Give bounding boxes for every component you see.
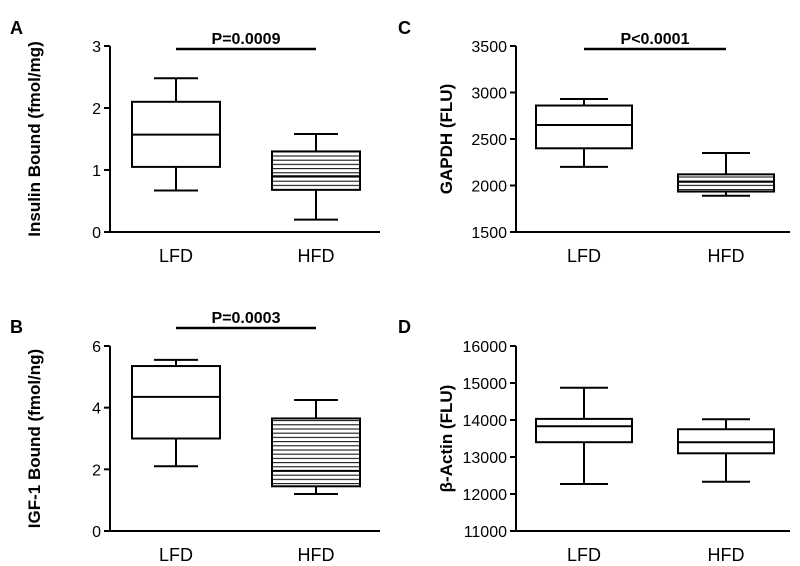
y-tick-label: 14000 xyxy=(463,413,508,430)
panel-letter: A xyxy=(10,18,23,38)
y-tick-label: 0 xyxy=(92,524,101,541)
box-lfd xyxy=(535,98,633,168)
y-tick-label: 12000 xyxy=(463,487,508,504)
iqr-box xyxy=(677,173,775,193)
iqr-box xyxy=(131,365,221,440)
x-category-label: LFD xyxy=(159,246,193,266)
y-tick-label: 15000 xyxy=(463,376,508,393)
y-tick-label: 1 xyxy=(92,163,101,180)
x-category-label: HFD xyxy=(708,246,745,266)
box-hfd xyxy=(677,151,775,197)
y-tick-label: 16000 xyxy=(463,339,508,356)
y-tick-label: 1500 xyxy=(471,225,507,242)
y-axis-label: GAPDH (FLU) xyxy=(437,84,456,194)
y-axis-label: β-Actin (FLU) xyxy=(437,385,456,493)
y-tick-label: 4 xyxy=(92,401,101,418)
y-tick-label: 2 xyxy=(92,462,101,479)
box-lfd xyxy=(131,77,221,192)
y-tick-label: 0 xyxy=(92,225,101,242)
x-category-label: LFD xyxy=(159,545,193,565)
x-category-label: HFD xyxy=(298,545,335,565)
panel-letter: C xyxy=(398,18,411,38)
box-lfd xyxy=(131,358,221,468)
y-tick-label: 3000 xyxy=(471,86,507,103)
x-category-label: HFD xyxy=(298,246,335,266)
y-axis-label: IGF-1 Bound (fmol/ng) xyxy=(25,349,44,528)
x-category-label: LFD xyxy=(567,545,601,565)
panel-D: Dβ-Actin (FLU) 11000 12000 13000 14000 15000 1… xyxy=(398,317,790,565)
y-tick-label: 2000 xyxy=(471,179,507,196)
y-tick-label: 13000 xyxy=(463,450,508,467)
box-hfd xyxy=(271,133,361,221)
panel-letter: D xyxy=(398,317,411,337)
y-tick-label: 3 xyxy=(92,39,101,56)
iqr-box xyxy=(535,104,633,150)
y-tick-label: 11000 xyxy=(464,524,507,541)
y-tick-label: 2500 xyxy=(471,132,507,149)
box-hfd xyxy=(677,418,775,483)
y-tick-label: 2 xyxy=(92,101,101,118)
iqr-box xyxy=(535,417,633,444)
box-lfd xyxy=(535,386,633,486)
iqr-box xyxy=(271,417,361,488)
box-hfd xyxy=(271,398,361,495)
panel-C: C GAPDH (FLU) 1500 2000 2500 3000 3500 LFD HFD P<… xyxy=(398,18,790,266)
iqr-box xyxy=(271,150,361,191)
p-value-label: P=0.0009 xyxy=(212,31,281,48)
panel-letter: B xyxy=(10,317,23,337)
x-category-label: LFD xyxy=(567,246,601,266)
p-value-label: P<0.0001 xyxy=(621,31,690,48)
p-value-label: P=0.0003 xyxy=(212,310,281,327)
y-tick-label: 6 xyxy=(92,339,101,356)
x-category-label: HFD xyxy=(708,545,745,565)
y-tick-label: 3500 xyxy=(471,39,507,56)
y-axis-label: Insulin Bound (fmol/mg) xyxy=(25,41,44,236)
